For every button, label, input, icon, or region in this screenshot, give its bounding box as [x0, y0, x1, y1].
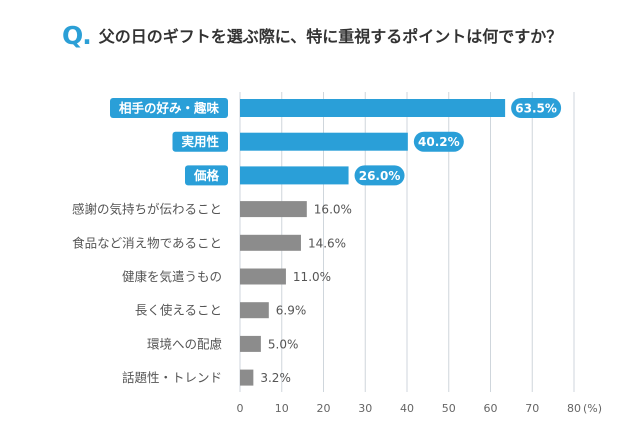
bar	[240, 234, 301, 251]
category-label-box	[110, 98, 228, 118]
value-label-pill	[413, 131, 464, 152]
x-tick-label: 30	[358, 402, 372, 415]
bar	[240, 302, 269, 319]
value-label: 16.0%	[314, 203, 352, 217]
value-label-pill	[511, 98, 562, 118]
x-tick-label: 40	[400, 402, 414, 415]
x-tick-label: 0	[237, 402, 244, 415]
category-label: 相手の好み・趣味	[119, 101, 220, 116]
bar	[240, 268, 286, 285]
value-label: 14.6%	[308, 236, 346, 250]
chart-header: Q. 父の日のギフトを選ぶ際に、特に重視するポイントは何ですか？	[62, 20, 622, 50]
category-label-box	[172, 131, 228, 152]
value-label: 40.2%	[418, 135, 460, 149]
category-label: 長く使えること	[135, 303, 222, 318]
question-mark: Q.	[62, 20, 92, 50]
category-label-box	[185, 165, 228, 186]
category-label: 感謝の気持ちが伝わること	[72, 202, 222, 217]
x-axis-unit: (%)	[583, 402, 602, 415]
category-label: 環境への配慮	[147, 336, 222, 351]
value-label: 5.0%	[268, 337, 299, 351]
x-tick-label: 20	[317, 402, 331, 415]
value-label: 11.0%	[293, 270, 331, 284]
value-label: 63.5%	[515, 102, 557, 116]
bar	[240, 166, 349, 185]
value-label: 26.0%	[359, 169, 401, 183]
value-label: 6.9%	[276, 304, 307, 318]
x-tick-label: 50	[442, 402, 456, 415]
category-label: 食品など消え物であること	[72, 235, 222, 250]
x-tick-label: 70	[525, 402, 539, 415]
bar	[240, 201, 307, 218]
category-label: 話題性・トレンド	[122, 370, 222, 385]
category-label: 価格	[193, 168, 220, 183]
x-tick-label: 80	[567, 402, 581, 415]
x-tick-label: 10	[275, 402, 289, 415]
bar	[240, 132, 408, 151]
x-tick-label: 60	[484, 402, 498, 415]
bar	[240, 335, 261, 352]
value-label-pill	[354, 165, 405, 186]
category-label: 実用性	[181, 134, 219, 149]
value-label: 3.2%	[260, 371, 291, 385]
bar	[240, 99, 506, 117]
chart-title: 父の日のギフトを選ぶ際に、特に重視するポイントは何ですか？	[98, 27, 563, 46]
category-label: 健康を気遣うもの	[122, 269, 222, 284]
bar	[240, 369, 254, 386]
